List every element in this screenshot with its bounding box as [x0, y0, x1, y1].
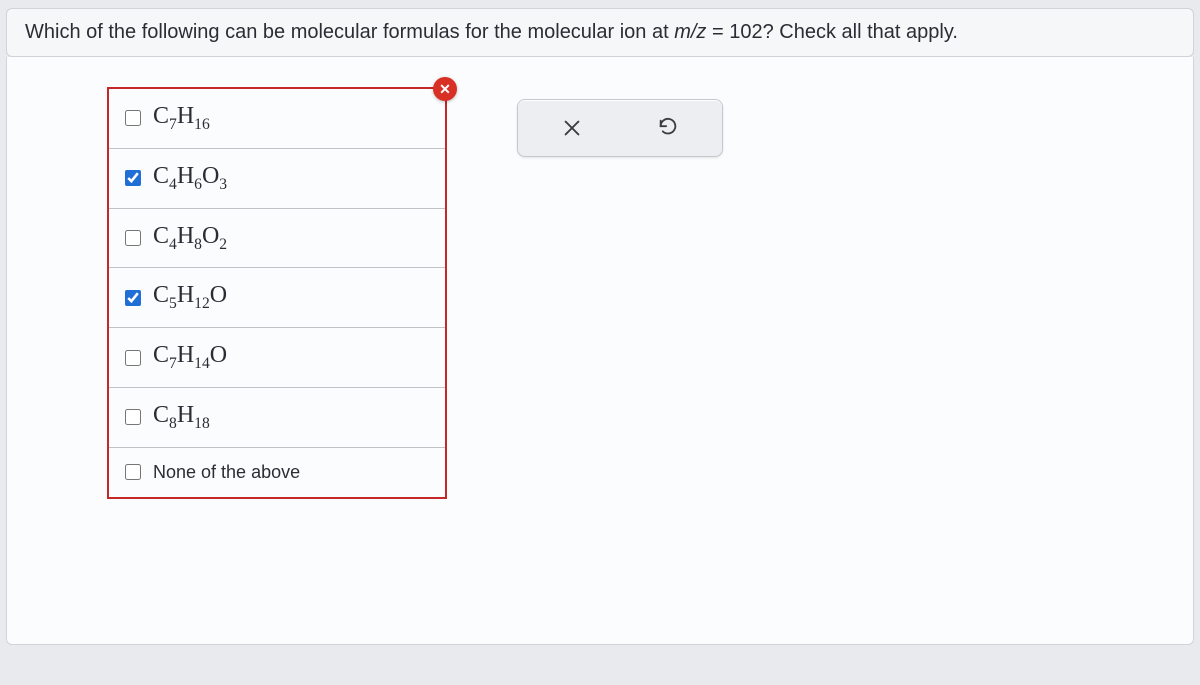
c-sub: 7 [169, 116, 177, 133]
formula: C7H16 [153, 103, 210, 134]
c-sub: 4 [169, 235, 177, 252]
option-checkbox[interactable] [125, 350, 141, 366]
option-checkbox[interactable] [125, 230, 141, 246]
h-sub: 8 [194, 235, 202, 252]
o-sub: 3 [219, 176, 227, 193]
mz-value: 102 [729, 21, 762, 43]
answer-panel: ✕ C7H16 C4H6O3 C4H8O2 C5H12O C7H14O C8H1… [6, 57, 1194, 645]
h-sub: 18 [194, 415, 210, 432]
formula: C8H18 [153, 402, 210, 433]
option-row-none[interactable]: None of the above [109, 448, 445, 497]
c-sub: 7 [169, 355, 177, 372]
formula: C7H14O [153, 342, 227, 373]
question-text: Which of the following can be molecular … [6, 8, 1194, 57]
incorrect-badge: ✕ [433, 77, 457, 101]
question-prefix: Which of the following can be molecular … [25, 21, 674, 43]
option-checkbox[interactable] [125, 290, 141, 306]
options-box: ✕ C7H16 C4H6O3 C4H8O2 C5H12O C7H14O C8H1… [107, 87, 447, 499]
action-toolbar [517, 99, 723, 157]
x-icon [561, 117, 583, 139]
h-sub: 16 [194, 116, 210, 133]
option-checkbox[interactable] [125, 170, 141, 186]
h-sub: 6 [194, 176, 202, 193]
mz-label: m/z [674, 21, 706, 43]
option-checkbox[interactable] [125, 110, 141, 126]
c-sub: 4 [169, 176, 177, 193]
option-checkbox[interactable] [125, 464, 141, 480]
c-sub: 8 [169, 415, 177, 432]
option-row[interactable]: C4H8O2 [109, 209, 445, 269]
option-row[interactable]: C7H14O [109, 328, 445, 388]
none-label: None of the above [153, 462, 300, 483]
option-row[interactable]: C8H18 [109, 388, 445, 448]
question-suffix: ? Check all that apply. [763, 21, 958, 43]
option-row[interactable]: C5H12O [109, 268, 445, 328]
x-icon: ✕ [439, 81, 451, 98]
formula: C5H12O [153, 282, 227, 313]
h-sub: 14 [194, 355, 210, 372]
undo-button[interactable] [620, 106, 716, 150]
option-checkbox[interactable] [125, 409, 141, 425]
option-row[interactable]: C7H16 [109, 89, 445, 149]
c-sub: 5 [169, 295, 177, 312]
o-sub: 2 [219, 235, 227, 252]
undo-icon [657, 117, 679, 139]
h-sub: 12 [194, 295, 210, 312]
equals-sign: = [706, 21, 729, 43]
formula: C4H8O2 [153, 223, 227, 254]
clear-button[interactable] [524, 106, 620, 150]
option-row[interactable]: C4H6O3 [109, 149, 445, 209]
formula: C4H6O3 [153, 163, 227, 194]
